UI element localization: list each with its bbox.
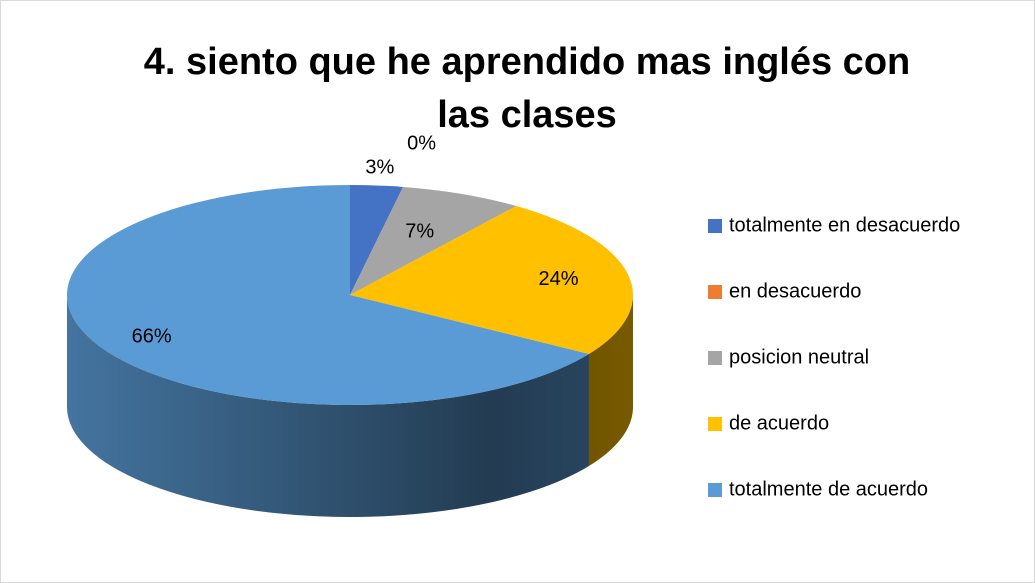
legend-swatch — [708, 285, 722, 299]
pie-side-shade — [67, 295, 633, 517]
data-label: 7% — [405, 221, 434, 243]
pie-slice — [350, 206, 633, 354]
legend-swatch — [708, 483, 722, 497]
data-label: 24% — [538, 268, 578, 290]
legend-swatch — [708, 351, 722, 365]
data-label: 3% — [365, 157, 394, 179]
legend-label: en desacuerdo — [729, 280, 861, 302]
chart-title: 4. siento que he aprendido mas inglés co… — [143, 41, 911, 136]
legend-label: totalmente en desacuerdo — [729, 214, 960, 236]
legend-label: totalmente de acuerdo — [729, 478, 928, 500]
pie-slice — [66, 185, 589, 405]
legend-swatch — [708, 417, 722, 431]
pie-slice — [350, 186, 517, 295]
data-label: 66% — [132, 326, 172, 348]
legend-label: posicion neutral — [729, 346, 869, 368]
data-label: 0% — [407, 132, 436, 154]
legend-label: de acuerdo — [729, 412, 829, 434]
pie-slice — [350, 185, 404, 295]
legend-swatch — [708, 219, 722, 233]
